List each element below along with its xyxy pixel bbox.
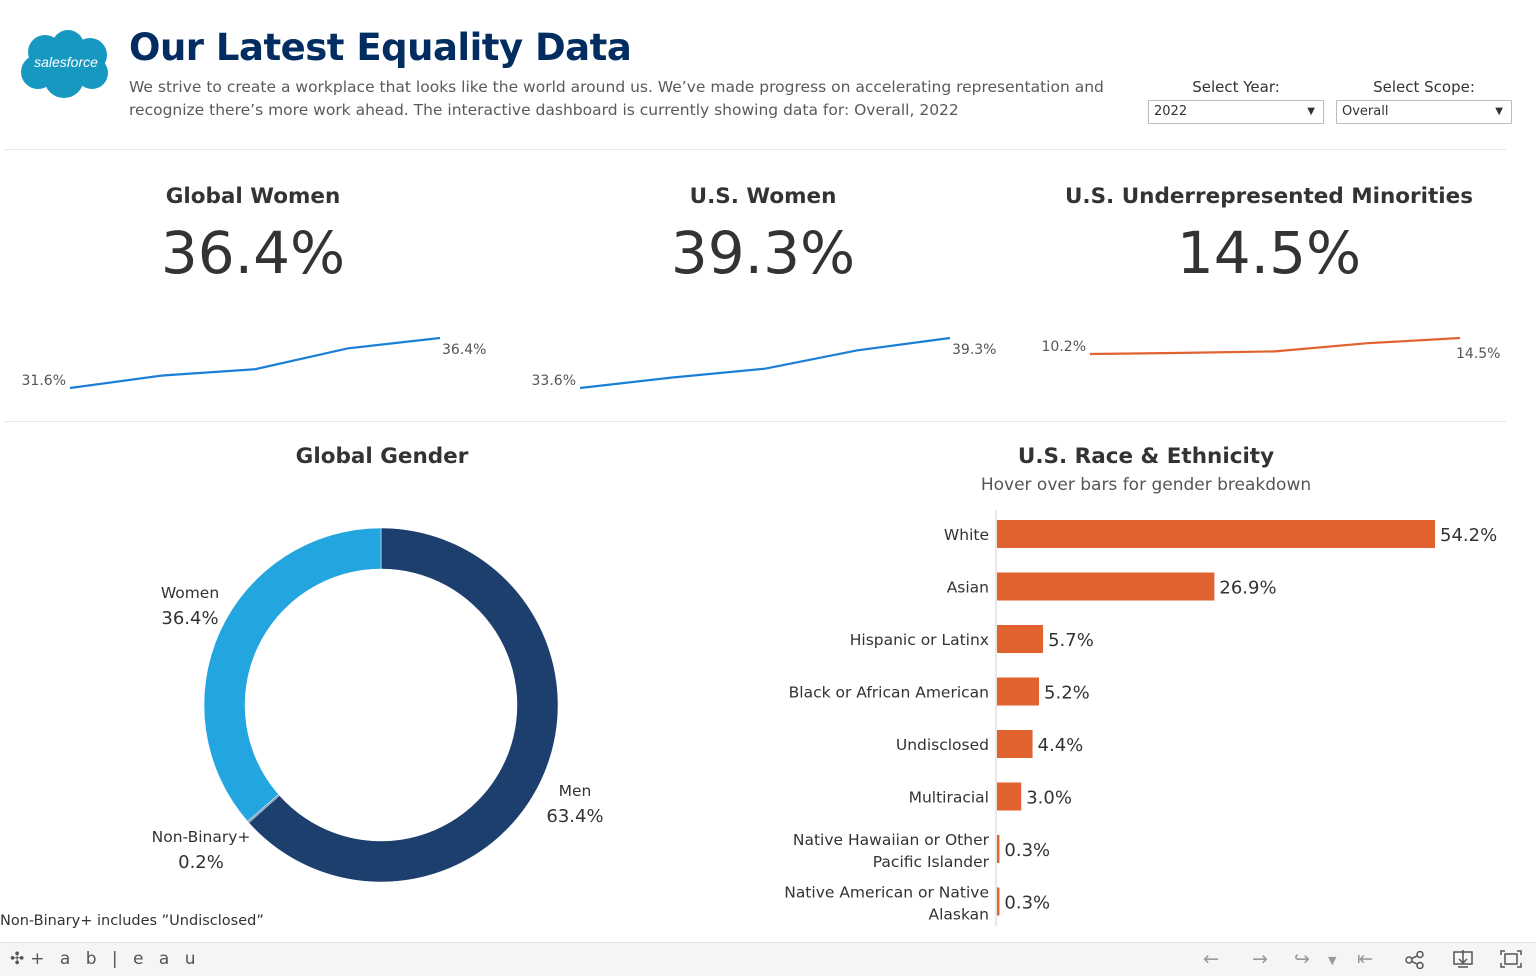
tableau-toolbar: ✣ + a b | e a u ← → ↪ ▼ ⇤ bbox=[0, 942, 1536, 976]
salesforce-logo: salesforce bbox=[21, 30, 108, 98]
tableau-brand-text: + a b | e a u bbox=[30, 949, 201, 969]
download-icon[interactable] bbox=[1452, 949, 1474, 969]
chevron-down-icon: ▼ bbox=[1307, 106, 1315, 117]
kpi-us-urm: U.S. Underrepresented Minorities 14.5% bbox=[1049, 184, 1489, 287]
donut-label: Men bbox=[559, 782, 592, 800]
donut-label: Non-Binary+ bbox=[152, 828, 251, 846]
kpi-title: U.S. Women bbox=[689, 184, 837, 209]
bar[interactable] bbox=[997, 835, 1000, 863]
section-divider bbox=[4, 421, 1506, 422]
bar-category-label: Alaskan bbox=[928, 906, 989, 924]
subtitle-line-1: We strive to create a workplace that loo… bbox=[129, 78, 1104, 96]
kpi-us-women: U.S. Women 39.3% bbox=[543, 184, 983, 287]
global-gender-title: Global Gender bbox=[295, 444, 469, 469]
year-select-value: 2022 bbox=[1154, 104, 1188, 119]
kpi-title: Global Women bbox=[165, 184, 341, 209]
race-subtitle: Hover over bars for gender breakdown bbox=[980, 475, 1312, 495]
kpi-title: U.S. Underrepresented Minorities bbox=[1064, 184, 1474, 209]
share-icon[interactable] bbox=[1405, 951, 1425, 969]
sparkline-series bbox=[579, 336, 951, 390]
bar-category-label: Multiracial bbox=[909, 789, 989, 807]
kpi-value: 39.3% bbox=[670, 219, 856, 287]
bar-value-label: 54.2% bbox=[1440, 525, 1497, 546]
sparkline-start-label: 10.2% bbox=[1042, 339, 1086, 355]
bar-value-label: 5.7% bbox=[1048, 630, 1094, 651]
bar[interactable] bbox=[997, 625, 1044, 653]
global-gender-donut-chart: Men 63.4% Non-Binary+ 0.2% Women 36.4% bbox=[152, 527, 604, 883]
bar-category-label: Native Hawaiian or Other bbox=[793, 831, 990, 849]
sparkline-us-urm: 10.2% 14.5% bbox=[1042, 336, 1500, 362]
bar-category-label: White bbox=[944, 526, 989, 544]
sparkline-start-label: 31.6% bbox=[22, 373, 66, 389]
bar-value-label: 0.3% bbox=[1004, 840, 1050, 861]
logo-text: salesforce bbox=[34, 54, 98, 70]
bar-category-label: Undisclosed bbox=[896, 736, 989, 754]
revert-dropdown-icon[interactable]: ▼ bbox=[1328, 954, 1337, 967]
sparkline-series bbox=[69, 336, 441, 390]
sparkline-us-women: 33.6% 39.3% bbox=[532, 336, 996, 390]
sparkline-end-label: 14.5% bbox=[1456, 346, 1500, 362]
page-title: Our Latest Equality Data bbox=[129, 26, 632, 69]
donut-value-label: 36.4% bbox=[161, 608, 218, 629]
revert-icon[interactable]: ↪ bbox=[1294, 948, 1310, 970]
scope-filter-label: Select Scope: bbox=[1373, 78, 1475, 96]
bar-category-label: Asian bbox=[947, 579, 989, 597]
donut-value-label: 0.2% bbox=[178, 852, 224, 873]
sparkline-series bbox=[1089, 336, 1461, 356]
bar-category-label: Pacific Islander bbox=[873, 853, 990, 871]
scope-select[interactable]: Overall ▼ bbox=[1336, 100, 1512, 124]
scope-filter: Select Scope: Overall ▼ bbox=[1336, 78, 1512, 124]
sparkline-global-women: 31.6% 36.4% bbox=[22, 336, 486, 390]
scope-select-value: Overall bbox=[1342, 104, 1389, 119]
bar[interactable] bbox=[997, 887, 1000, 916]
reset-icon[interactable]: ⇤ bbox=[1357, 948, 1373, 970]
year-select[interactable]: 2022 ▼ bbox=[1148, 100, 1324, 124]
bar-value-label: 5.2% bbox=[1044, 683, 1090, 704]
subtitle-line-2: recognize there’s more work ahead. The i… bbox=[129, 101, 959, 119]
footnote: Non-Binary+ includes ”Undisclosed” bbox=[0, 913, 264, 929]
undo-icon[interactable]: ← bbox=[1203, 948, 1219, 970]
donut-slice-non-binary[interactable] bbox=[247, 794, 280, 823]
bar-value-label: 26.9% bbox=[1219, 578, 1276, 599]
donut-label: Women bbox=[161, 584, 219, 602]
donut-slice-men[interactable] bbox=[248, 527, 559, 883]
sparkline-end-label: 36.4% bbox=[442, 342, 486, 358]
race-title: U.S. Race & Ethnicity bbox=[1017, 444, 1275, 469]
race-bar-chart: White 54.2% Asian 26.9% Hispanic or Latinx 5.… bbox=[784, 510, 1497, 926]
kpi-value: 36.4% bbox=[160, 219, 346, 287]
kpi-global-women: Global Women 36.4% bbox=[33, 184, 473, 287]
bar[interactable] bbox=[997, 677, 1040, 706]
bar-value-label: 4.4% bbox=[1038, 735, 1084, 756]
kpi-value: 14.5% bbox=[1176, 219, 1362, 287]
bar[interactable] bbox=[997, 520, 1435, 548]
bar-category-label: Native American or Native bbox=[784, 884, 989, 902]
bar[interactable] bbox=[997, 572, 1215, 601]
year-filter-label: Select Year: bbox=[1192, 78, 1280, 96]
sparkline-start-label: 33.6% bbox=[532, 373, 576, 389]
bar-category-label: Black or African American bbox=[789, 684, 989, 702]
bar-value-label: 3.0% bbox=[1026, 788, 1072, 809]
year-filter: Select Year: 2022 ▼ bbox=[1148, 78, 1324, 124]
redo-icon[interactable]: → bbox=[1252, 948, 1268, 970]
sparkline-end-label: 39.3% bbox=[952, 342, 996, 358]
tableau-logo-icon[interactable]: ✣ + a b | e a u bbox=[10, 949, 201, 969]
fullscreen-icon[interactable] bbox=[1500, 950, 1522, 968]
bar[interactable] bbox=[997, 782, 1022, 811]
header-divider bbox=[4, 149, 1506, 150]
page-subtitle: We strive to create a workplace that loo… bbox=[129, 76, 1109, 122]
donut-slice-women[interactable] bbox=[203, 527, 382, 822]
bar[interactable] bbox=[997, 730, 1033, 758]
bar-category-label: Hispanic or Latinx bbox=[850, 631, 989, 649]
bar-value-label: 0.3% bbox=[1004, 893, 1050, 914]
donut-value-label: 63.4% bbox=[546, 806, 603, 827]
chevron-down-icon: ▼ bbox=[1495, 106, 1503, 117]
